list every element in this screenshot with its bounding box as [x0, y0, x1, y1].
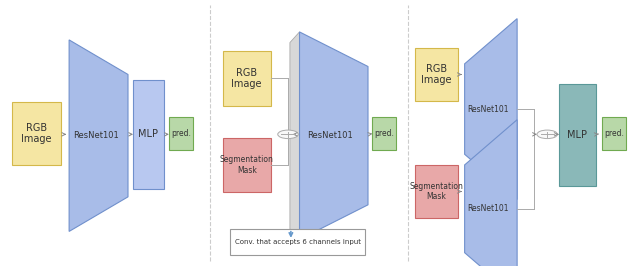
Text: Segmentation
Mask: Segmentation Mask — [220, 155, 274, 174]
FancyBboxPatch shape — [169, 117, 193, 150]
Text: RGB
Image: RGB Image — [232, 68, 262, 89]
FancyBboxPatch shape — [559, 84, 596, 186]
FancyBboxPatch shape — [223, 138, 271, 192]
Polygon shape — [290, 32, 300, 239]
Polygon shape — [465, 19, 517, 200]
Circle shape — [537, 130, 557, 139]
FancyBboxPatch shape — [12, 102, 61, 165]
Text: ResNet101: ResNet101 — [73, 131, 118, 140]
FancyBboxPatch shape — [133, 80, 164, 189]
Polygon shape — [69, 40, 128, 231]
Text: pred.: pred. — [171, 129, 191, 138]
FancyBboxPatch shape — [415, 165, 458, 218]
FancyBboxPatch shape — [230, 229, 365, 255]
Text: ResNet101: ResNet101 — [467, 204, 509, 213]
FancyBboxPatch shape — [372, 117, 396, 150]
FancyBboxPatch shape — [415, 48, 458, 101]
Polygon shape — [300, 32, 368, 239]
Text: Segmentation
Mask: Segmentation Mask — [410, 182, 463, 201]
Text: RGB
Image: RGB Image — [421, 64, 452, 85]
Text: ResNet101: ResNet101 — [307, 131, 353, 140]
Text: ResNet101: ResNet101 — [467, 105, 509, 114]
Text: pred.: pred. — [604, 129, 624, 138]
Text: MLP: MLP — [567, 130, 588, 140]
Circle shape — [278, 130, 298, 139]
FancyBboxPatch shape — [223, 51, 271, 106]
Text: MLP: MLP — [138, 129, 159, 139]
FancyBboxPatch shape — [602, 117, 626, 150]
Polygon shape — [465, 120, 517, 266]
Text: pred.: pred. — [374, 129, 394, 138]
Text: Conv. that accepts 6 channels input: Conv. that accepts 6 channels input — [235, 239, 360, 245]
Text: RGB
Image: RGB Image — [21, 123, 52, 144]
